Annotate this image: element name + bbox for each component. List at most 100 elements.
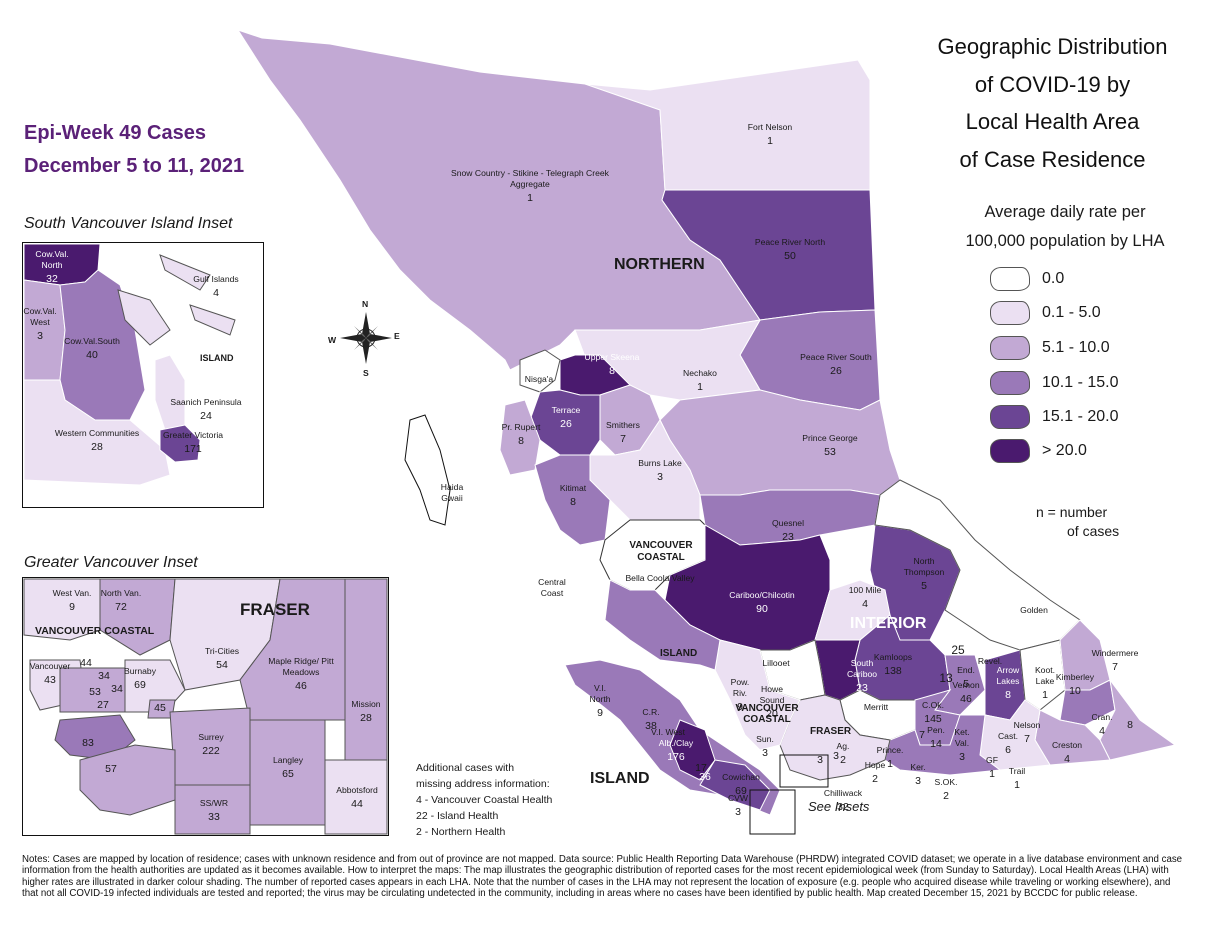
area-name: Maple Ridge/ Pitt Meadows [268,656,334,677]
legend-n-note: n = number of cases [1036,503,1119,541]
legend-swatch [990,371,1030,395]
area-label: 25 [951,643,965,657]
area-label: Cow.Val.South 40 [64,336,120,361]
lha-prince-rupert[interactable] [499,399,541,476]
area-label: 13 [939,671,953,685]
area-label: Cariboo/Chilcotin 90 [729,590,794,615]
sv-gulf-islands[interactable] [117,289,171,346]
compass-w: W [328,335,337,345]
legend-item: 10.1 - 15.0 [990,368,1119,398]
main-title-line3: Local Health Area [965,109,1140,134]
area-name: Langley [272,755,304,765]
legend-label: 0.0 [1042,270,1065,287]
notes: Notes: Cases are mapped by location of r… [22,854,1183,899]
area-case-count: 1 [697,381,703,393]
area-case-count: 28 [91,441,103,453]
inset-sv-region: ISLAND [200,353,234,363]
area-label: V.I. West [651,727,685,738]
area-name: Trail [1008,766,1026,776]
area-case-count: 25 [951,643,965,657]
area-name: Terrace [551,405,581,415]
area-label: 7 [919,730,925,741]
area-label: Cast. 6 [998,731,1018,756]
area-case-count: 9 [737,701,743,713]
lha-fort-nelson[interactable] [584,59,871,191]
gv-ss-wr[interactable] [174,784,251,835]
area-name: SS/WR [199,798,229,808]
legend-item: 5.1 - 10.0 [990,333,1110,363]
area-case-count: 176 [667,751,685,763]
area-label: 17 [695,763,707,774]
gv-north-van[interactable] [99,578,176,656]
lha-burns-lake[interactable] [589,419,701,521]
area-label: 44 [80,658,92,669]
area-label: Prince George 53 [802,433,857,458]
legend-heading-line1: Average daily rate per [984,203,1146,221]
area-case-count: 69 [134,679,146,691]
lha-alb-clay[interactable] [669,719,716,781]
area-name: Koot. Lake [1034,665,1056,686]
area-label: 100 Mile 4 [849,585,881,610]
main-title: Geographic Distribution of COVID-19 by L… [900,28,1205,178]
area-name: Ker. [910,762,926,772]
area-label: C.Ok. 145 [922,700,944,725]
lha-kootenay-lake[interactable] [1019,639,1066,711]
area-label: North Van. 72 [101,588,141,613]
area-label: Pen. 14 [927,725,945,750]
area-name: Quesnel [771,518,805,528]
area-case-count: 45 [154,702,166,714]
area-label: Koot. Lake 1 [1030,665,1060,701]
area-label: Lillooet [762,658,789,669]
area-label: Arrow Lakes 8 [988,665,1028,701]
lha-nisgaa[interactable] [519,349,561,393]
legend-n-line2: of cases [1067,523,1120,539]
lha-island-north-mainland[interactable] [604,579,721,671]
area-case-count: 23 [856,682,868,694]
area-case-count: 20 [766,708,778,720]
main-title-line1: Geographic Distribution [937,34,1168,59]
area-name: Cowichan [722,772,760,782]
area-label: Creston 4 [1052,740,1082,765]
area-name: V.I. West [651,727,685,737]
gv-delta[interactable] [79,744,176,816]
lha-sv-region[interactable] [699,759,771,811]
area-label: Ket. Val. 3 [947,727,977,763]
area-case-count: 13 [939,671,953,685]
lha-howe-sound[interactable] [714,639,801,751]
area-name: CVW [727,793,749,803]
lha-haida-gwaii[interactable] [404,414,451,526]
missing-line1: Additional cases with [416,762,515,774]
sv-greater-victoria[interactable] [159,424,201,463]
region-interior: INTERIOR [850,615,927,632]
sv-western-communities[interactable] [23,379,171,486]
lha-kitimat[interactable] [534,454,611,546]
area-case-count: 26 [560,418,572,430]
sv-gulf-island-3[interactable] [189,304,236,336]
area-case-count: 8 [570,496,576,508]
area-label: Peace River North 50 [755,237,825,262]
lha-south-okanagan[interactable] [884,714,1002,776]
area-case-count: 44 [351,798,363,810]
sv-gulf-island-2[interactable] [159,254,211,291]
area-label: Ker. 3 [910,762,925,787]
area-label: Quesnel 23 [772,518,804,543]
area-case-count: 3 [915,775,921,787]
gv-west-van[interactable] [23,578,101,641]
area-case-count: 34 [98,670,110,682]
area-label: South Cariboo 23 [842,658,882,694]
area-label: Pr. Rupert 8 [502,422,541,447]
area-case-count: 3 [37,330,43,342]
compass-n: N [362,299,369,309]
inset-gv-frame [22,577,389,836]
area-label: Langley 65 [273,755,303,780]
area-label: Mission 28 [351,699,380,724]
area-name: Vancouver [29,661,71,671]
area-case-count: 38 [645,720,657,732]
inset-gv-vc: VANCOUVER COASTAL [35,625,155,637]
area-label: Cow.Val. West 3 [20,306,60,342]
area-case-count: 4 [213,287,219,299]
area-label: Kitimat 8 [560,483,586,508]
area-label: Howe Sound 20 [752,684,792,720]
main-title-line2: of COVID-19 by [974,71,1131,97]
gv-abbotsford[interactable] [324,759,388,835]
